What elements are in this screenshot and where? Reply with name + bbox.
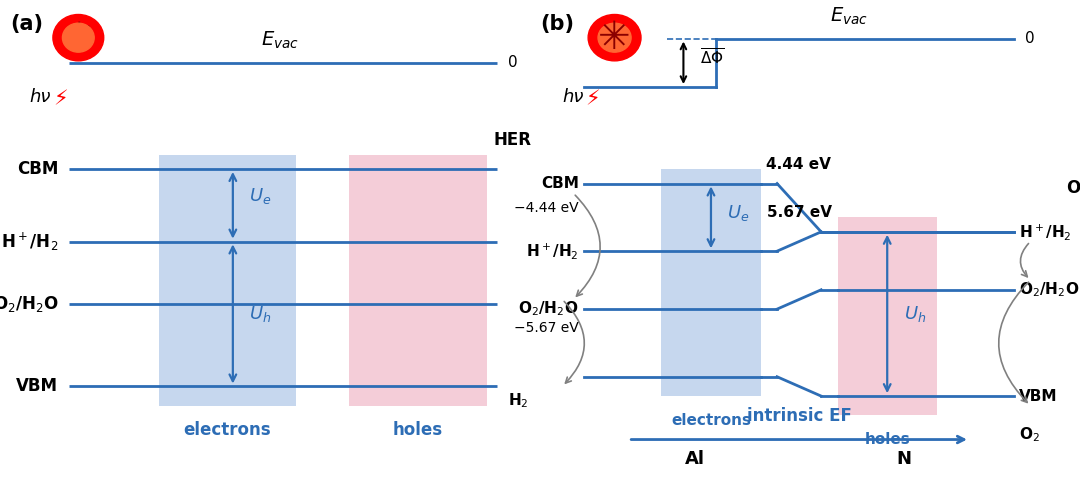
Bar: [661, 169, 760, 396]
Text: VBM: VBM: [16, 377, 58, 396]
Bar: [159, 155, 296, 406]
Circle shape: [589, 14, 642, 61]
Text: (a): (a): [11, 14, 43, 34]
Text: hν: hν: [563, 87, 584, 106]
Text: HER: HER: [494, 131, 531, 149]
Text: CBM: CBM: [17, 160, 58, 178]
Text: CBM: CBM: [541, 176, 579, 191]
Text: VBM: VBM: [1020, 388, 1058, 404]
Bar: [349, 155, 487, 406]
Circle shape: [53, 14, 104, 61]
Circle shape: [598, 23, 631, 52]
Text: $U_\mathregular{e}$: $U_\mathregular{e}$: [248, 185, 271, 206]
Text: (b): (b): [540, 14, 575, 34]
Text: O$_2$/H$_2$O: O$_2$/H$_2$O: [0, 294, 58, 314]
Text: 4.44 eV: 4.44 eV: [766, 156, 831, 172]
Text: holes: holes: [393, 421, 443, 439]
Text: holes: holes: [864, 432, 910, 447]
Text: O$_2$/H$_2$O: O$_2$/H$_2$O: [518, 300, 579, 318]
Text: intrinsic EF: intrinsic EF: [746, 407, 851, 425]
Text: $U_\mathregular{h}$: $U_\mathregular{h}$: [904, 304, 926, 324]
Text: O$_2$: O$_2$: [1020, 426, 1040, 444]
Text: ⚡: ⚡: [585, 89, 599, 109]
Text: O$_2$/H$_2$O: O$_2$/H$_2$O: [1020, 281, 1080, 299]
Circle shape: [63, 23, 94, 52]
Text: electrons: electrons: [671, 412, 751, 428]
Text: H$^+$/H$_2$: H$^+$/H$_2$: [526, 241, 579, 261]
Text: hν: hν: [29, 87, 51, 106]
Text: ✳: ✳: [598, 19, 631, 57]
Text: Al: Al: [685, 450, 704, 468]
Text: −4.44 eV: −4.44 eV: [514, 201, 579, 214]
Text: H$^+$/H$_2$: H$^+$/H$_2$: [1, 230, 58, 253]
Text: $U_\mathregular{h}$: $U_\mathregular{h}$: [248, 304, 271, 324]
Text: $\overline{\Delta\Phi}$: $\overline{\Delta\Phi}$: [700, 48, 725, 68]
Bar: [838, 217, 936, 415]
Text: OER: OER: [1066, 179, 1080, 198]
Text: N: N: [896, 450, 912, 468]
Text: 5.67 eV: 5.67 eV: [767, 205, 833, 220]
Text: H$_2$: H$_2$: [508, 392, 528, 410]
Text: ⚡: ⚡: [54, 89, 68, 109]
Text: $U_\mathregular{e}$: $U_\mathregular{e}$: [728, 202, 750, 223]
Text: $E_\mathregular{vac}$: $E_\mathregular{vac}$: [261, 29, 299, 51]
Text: H$^+$/H$_2$: H$^+$/H$_2$: [1020, 222, 1072, 242]
Text: 0: 0: [1025, 31, 1035, 46]
Text: $E_\mathregular{vac}$: $E_\mathregular{vac}$: [829, 5, 867, 27]
Text: ✳: ✳: [63, 20, 96, 57]
Text: 0: 0: [508, 55, 517, 71]
Text: electrons: electrons: [184, 421, 271, 439]
Text: −5.67 eV: −5.67 eV: [514, 322, 579, 335]
